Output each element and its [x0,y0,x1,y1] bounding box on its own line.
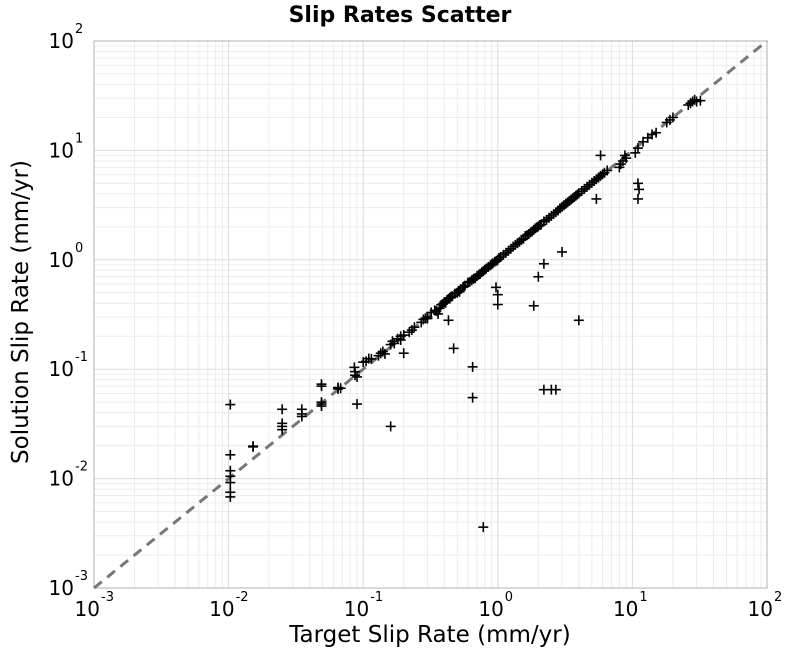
data-point [651,127,662,138]
data-point [634,184,645,195]
data-point [377,346,388,357]
data-point [296,411,307,422]
data-point [457,282,468,293]
data-point [492,289,503,300]
x-tick-exponent: -3 [101,590,114,605]
y-tick-exponent: -1 [75,350,88,365]
data-point [335,383,346,394]
data-point [591,193,602,204]
data-point [316,381,327,392]
y-tick-exponent: 1 [75,131,83,146]
data-point [443,315,454,326]
x-tick-label: 10 1 [613,590,648,621]
x-tick-exponent: 1 [639,590,647,605]
y-tick-base: 10 [49,138,74,162]
x-tick-base: 10 [75,597,100,621]
x-tick-label: 10 2 [748,590,783,621]
x-tick-base: 10 [748,597,773,621]
y-tick-exponent: 0 [75,241,83,256]
data-point [433,308,444,319]
data-point [632,193,643,204]
data-point [225,477,236,488]
data-point [352,371,363,382]
y-tick-label: 10 0 [49,241,84,272]
y-tick-exponent: -2 [75,460,88,475]
data-point [277,424,288,435]
data-point [550,384,561,395]
data-point [467,392,478,403]
data-point [621,153,632,164]
data-point [491,282,502,293]
data-point [277,404,288,415]
y-tick-exponent: 2 [75,22,83,37]
data-point [538,258,549,269]
data-point [248,441,259,452]
x-tick-label: 10 -1 [344,590,383,621]
data-point [533,271,544,282]
data-point [503,245,514,256]
x-tick-exponent: -2 [236,590,249,605]
data-point [689,94,700,105]
data-point [398,348,409,359]
data-point [467,361,478,372]
data-point [349,362,360,373]
x-tick-label: 10 0 [478,590,513,621]
data-point [528,300,539,311]
data-point [667,112,678,123]
y-tick-label: 10 -3 [49,569,88,600]
data-point [695,95,706,106]
data-point [225,491,236,502]
data-point [379,348,390,359]
data-point [573,315,584,326]
x-axis-label: Target Slip Rate (mm/yr) [288,622,570,648]
y-tick-label: 10 1 [49,131,84,162]
plot-area [93,39,768,590]
x-tick-exponent: -1 [370,590,383,605]
data-point [409,322,420,333]
x-tick-exponent: 2 [774,590,782,605]
data-point [478,522,489,533]
y-tick-exponent: -3 [75,569,88,584]
chart-title: Slip Rates Scatter [289,3,512,28]
x-tick-label: 10 -2 [209,590,248,621]
data-point [395,331,406,342]
y-tick-base: 10 [49,467,74,491]
x-tick-base: 10 [613,597,638,621]
x-tick-exponent: 0 [505,590,513,605]
data-point [595,150,606,161]
y-tick-base: 10 [49,29,74,53]
y-tick-label: 10 2 [49,22,84,53]
data-point [632,178,643,189]
y-tick-base: 10 [49,576,74,600]
x-tick-base: 10 [344,597,369,621]
data-point [366,353,377,364]
y-tick-base: 10 [49,248,74,272]
y-tick-label: 10 -2 [49,460,88,491]
y-tick-base: 10 [49,357,74,381]
data-point [557,246,568,257]
data-point [225,449,236,460]
y-tick-label: 10 -1 [49,350,88,381]
x-axis-ticks: 10 -3 10 -2 10 -1 10 0 10 1 10 2 [75,590,783,621]
data-point [352,399,363,410]
data-point [422,313,433,324]
data-point [602,165,613,176]
data-point [632,143,643,154]
data-points [225,94,706,533]
data-point [225,399,236,410]
x-tick-base: 10 [209,597,234,621]
x-tick-label: 10 -3 [75,590,114,621]
y-axis-label: Solution Slip Rate (mm/yr) [8,160,34,464]
data-point [385,421,396,432]
data-point [316,401,327,412]
plot-frame [93,40,768,589]
data-point [492,299,503,310]
x-tick-base: 10 [478,597,503,621]
data-point [448,343,459,354]
data-point [387,336,398,347]
